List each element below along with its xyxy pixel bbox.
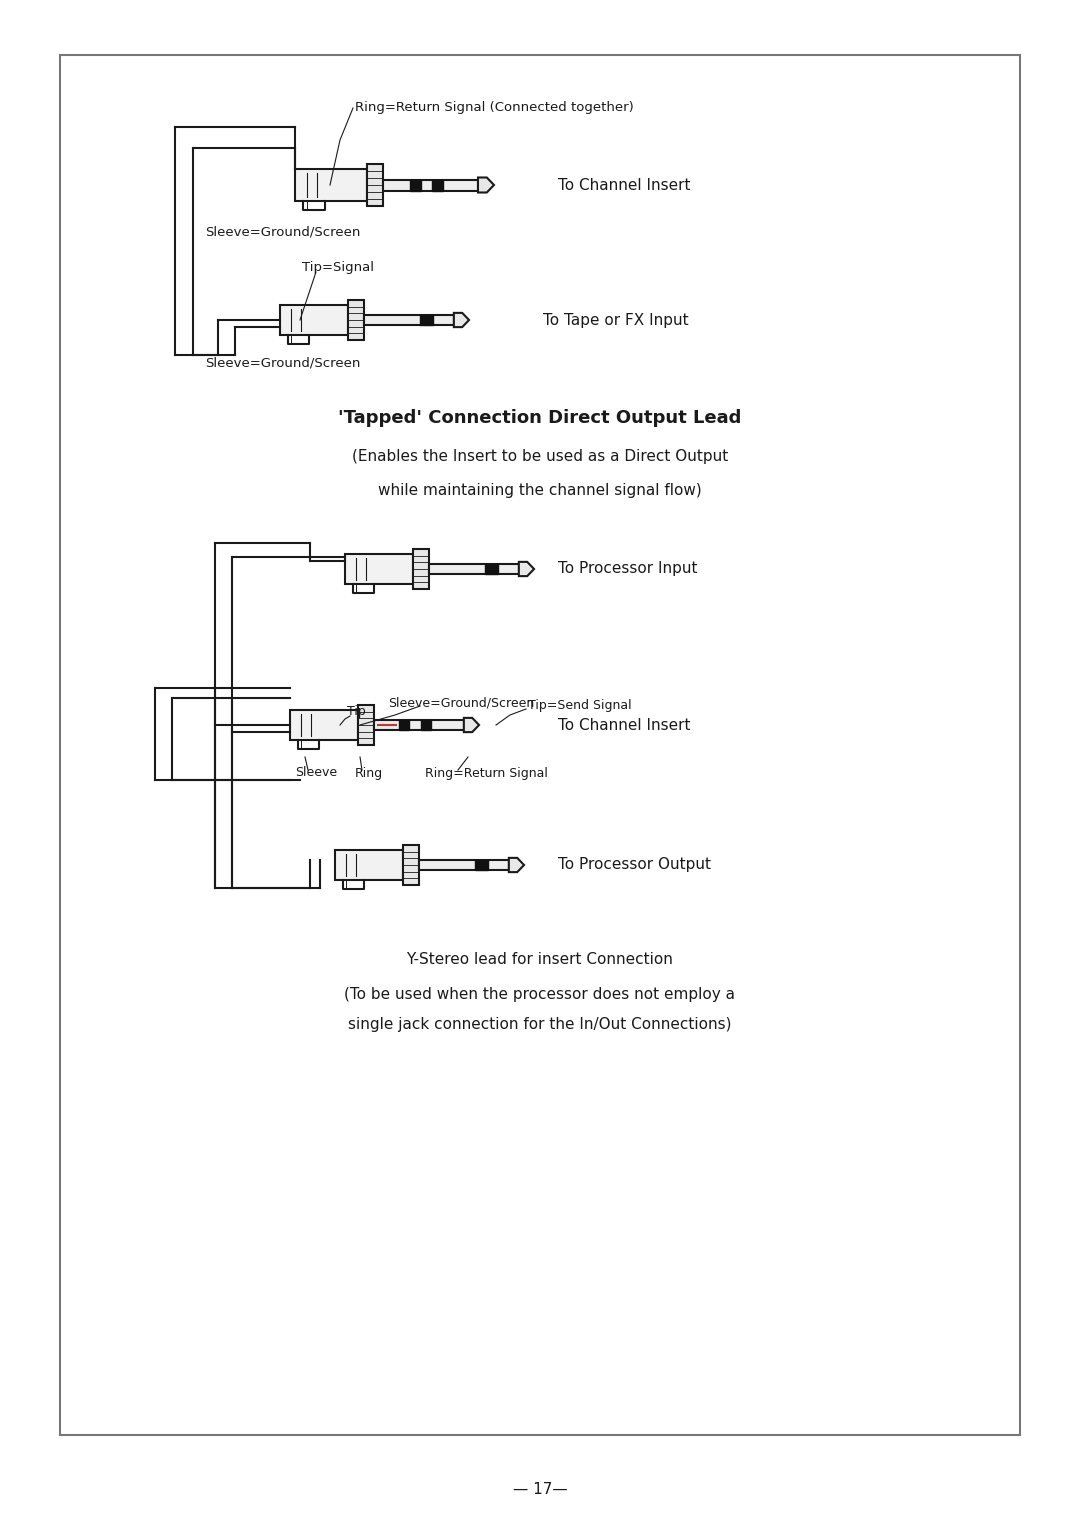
Text: To Channel Insert: To Channel Insert [558,177,690,193]
Bar [359,704,374,746]
Polygon shape [518,562,534,576]
Text: To Tape or FX Input: To Tape or FX Input [543,313,689,327]
Bar [367,163,383,206]
Text: Sleeve=Ground/Screen: Sleeve=Ground/Screen [388,697,535,709]
Text: Tip: Tip [347,706,366,718]
Bar [374,720,463,730]
FancyBboxPatch shape [295,170,367,202]
Text: Tip=Signal: Tip=Signal [302,260,374,274]
Text: while maintaining the channel signal flow): while maintaining the channel signal flo… [378,483,702,498]
Polygon shape [478,177,494,193]
Text: — 17—: — 17— [513,1482,567,1497]
Text: Ring=Return Signal (Connected together): Ring=Return Signal (Connected together) [355,101,634,115]
Text: Y-Stereo lead for insert Connection: Y-Stereo lead for insert Connection [406,952,674,967]
Polygon shape [454,313,469,327]
Bar [414,549,429,588]
Bar [60,55,1020,1435]
FancyBboxPatch shape [345,553,414,584]
Bar [419,860,509,871]
Bar [404,845,419,885]
Bar [485,564,498,575]
Bar [429,564,518,575]
Bar [420,720,431,730]
Bar [364,315,454,325]
Text: To Processor Input: To Processor Input [558,561,698,576]
Text: Sleeve: Sleeve [295,767,337,779]
Text: Sleeve=Ground/Screen: Sleeve=Ground/Screen [205,356,361,370]
Bar [419,315,433,325]
Text: 'Tapped' Connection Direct Output Lead: 'Tapped' Connection Direct Output Lead [338,410,742,426]
Text: (Enables the Insert to be used as a Direct Output: (Enables the Insert to be used as a Dire… [352,449,728,463]
Bar [409,179,420,191]
Bar [383,179,478,191]
Bar [349,299,364,339]
Text: single jack connection for the In/Out Connections): single jack connection for the In/Out Co… [348,1018,732,1033]
Text: Ring: Ring [355,767,383,779]
Text: Sleeve=Ground/Screen: Sleeve=Ground/Screen [205,226,361,238]
Bar [399,720,409,730]
Polygon shape [463,718,480,732]
FancyBboxPatch shape [280,304,349,335]
Text: To Processor Output: To Processor Output [558,857,711,872]
FancyBboxPatch shape [291,711,359,740]
FancyBboxPatch shape [335,850,404,880]
Polygon shape [509,857,524,872]
Text: Tip=Send Signal: Tip=Send Signal [528,700,632,712]
Text: (To be used when the processor does not employ a: (To be used when the processor does not … [345,987,735,1002]
Bar [432,179,444,191]
Bar [474,860,488,871]
Text: Ring=Return Signal: Ring=Return Signal [426,767,548,779]
Text: To Channel Insert: To Channel Insert [558,718,690,732]
